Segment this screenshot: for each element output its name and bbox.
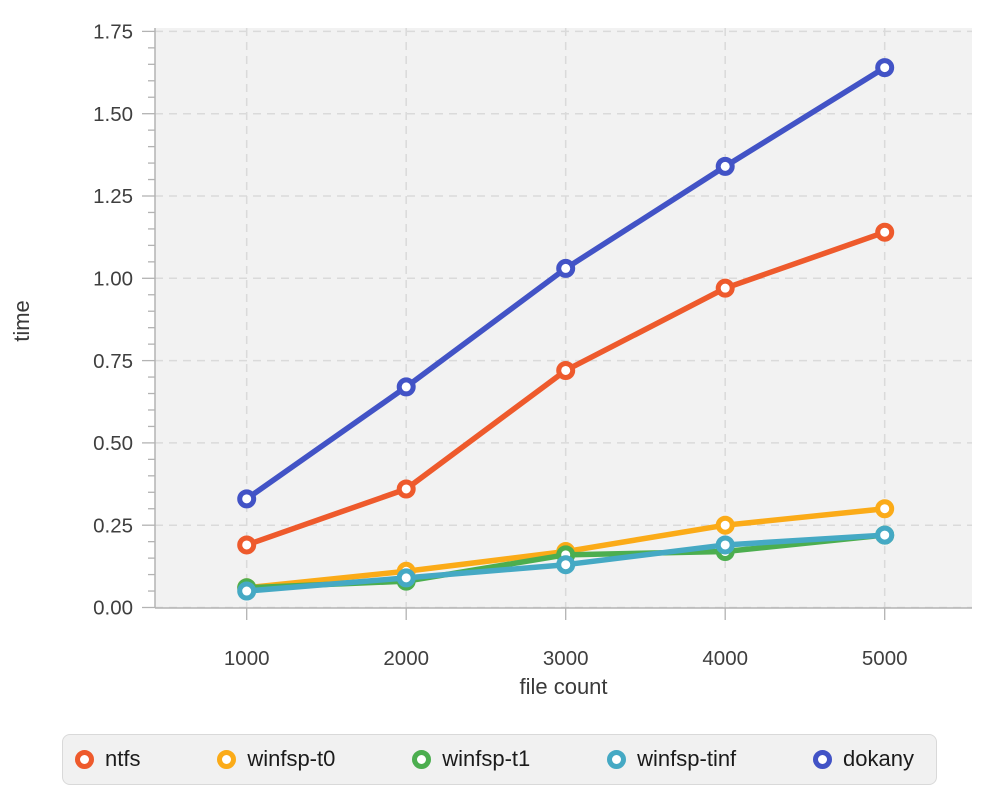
legend-label: ntfs (105, 745, 141, 771)
legend-item-winfsp-t0[interactable]: winfsp-t0 (217, 745, 336, 772)
legend-marker-icon (217, 750, 237, 769)
data-point-winfsp-tinf (715, 535, 735, 555)
y-tick-label: 1.00 (93, 267, 133, 290)
legend-marker-icon (607, 750, 627, 769)
legend-label: winfsp-t1 (442, 745, 531, 771)
x-axis-title: file count (519, 674, 608, 699)
data-point-dokany (556, 258, 576, 278)
legend-label: winfsp-t0 (247, 745, 336, 771)
data-point-dokany (875, 58, 895, 78)
legend-marker-icon (412, 750, 432, 769)
legend-label: winfsp-tinf (637, 745, 737, 771)
x-tick-label: 1000 (224, 647, 270, 670)
data-point-dokany (715, 156, 735, 176)
y-tick-label: 1.25 (93, 185, 133, 208)
data-point-ntfs (556, 360, 576, 380)
y-tick-label: 0.75 (93, 350, 133, 373)
data-point-winfsp-tinf (875, 525, 895, 545)
y-tick-label: 1.75 (93, 21, 133, 44)
legend-item-winfsp-tinf[interactable]: winfsp-tinf (607, 745, 737, 772)
legend-item-dokany[interactable]: dokany (813, 745, 914, 772)
legend-marker-icon (813, 750, 833, 769)
plot-area (155, 28, 972, 608)
x-tick-label: 2000 (383, 647, 429, 670)
legend-label: dokany (843, 745, 914, 771)
legend-marker-icon (75, 750, 94, 769)
chart-legend: ntfs winfsp-t0 winfsp-t1 winfsp-tinf dokany (62, 734, 937, 785)
y-tick-label: 0.50 (93, 432, 133, 455)
data-point-winfsp-tinf (556, 555, 576, 575)
x-tick-label: 5000 (862, 647, 908, 670)
data-point-ntfs (715, 278, 735, 298)
data-point-winfsp-t0 (875, 499, 895, 519)
x-tick-label: 4000 (702, 647, 748, 670)
y-tick-label: 0.25 (93, 514, 133, 537)
data-point-ntfs (237, 535, 257, 555)
legend-item-winfsp-t1[interactable]: winfsp-t1 (412, 745, 531, 772)
y-tick-label: 1.50 (93, 103, 133, 126)
data-point-winfsp-tinf (237, 581, 257, 601)
data-point-dokany (237, 489, 257, 509)
legend-item-ntfs[interactable]: ntfs (75, 745, 141, 772)
data-point-winfsp-tinf (396, 568, 416, 588)
data-point-ntfs (396, 479, 416, 499)
x-tick-label: 3000 (543, 647, 589, 670)
data-point-winfsp-t0 (715, 515, 735, 535)
y-tick-label: 0.00 (93, 597, 133, 620)
data-point-ntfs (875, 222, 895, 242)
data-point-dokany (396, 377, 416, 397)
y-axis-title: time (9, 300, 34, 342)
